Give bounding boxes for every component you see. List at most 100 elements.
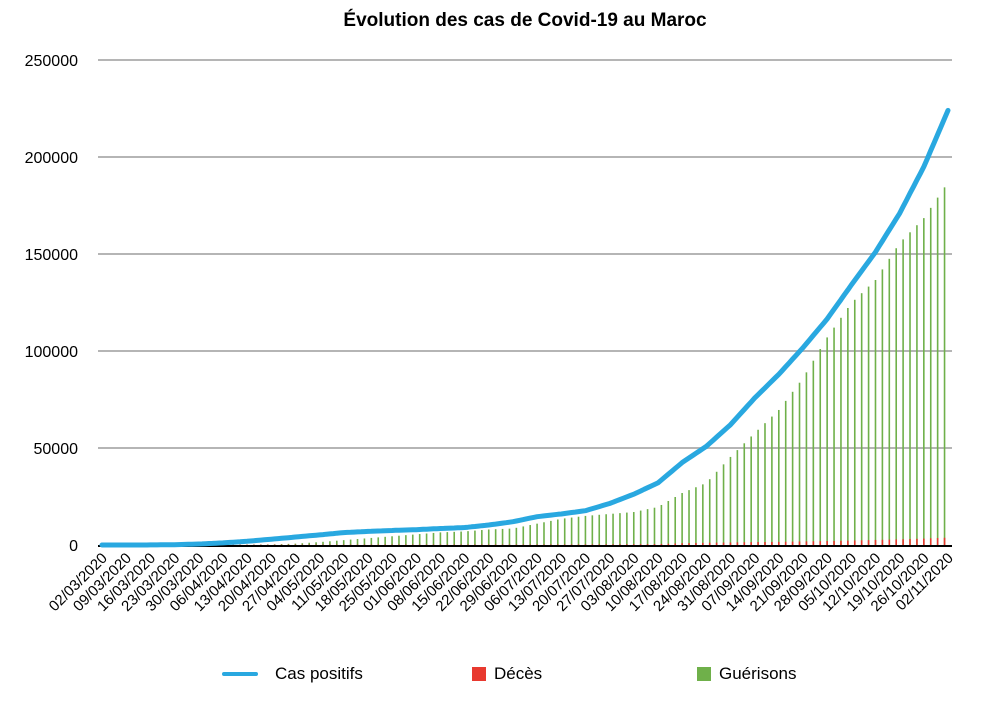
- bar-guerisons: [819, 349, 822, 545]
- bar-guerisons: [577, 516, 580, 545]
- bar-deces: [860, 540, 863, 545]
- bar-deces: [784, 541, 787, 545]
- bar-deces: [805, 541, 808, 545]
- bar-guerisons: [584, 515, 587, 545]
- bar-guerisons: [439, 532, 442, 545]
- bar-guerisons: [356, 539, 359, 545]
- bar-deces: [943, 537, 946, 545]
- y-tick-label: 100000: [25, 344, 78, 361]
- bar-guerisons: [315, 542, 317, 545]
- bar-guerisons: [529, 525, 531, 545]
- bar-guerisons: [446, 532, 449, 545]
- bar-guerisons: [743, 443, 746, 545]
- bar-guerisons: [398, 535, 400, 545]
- bar-guerisons: [294, 543, 297, 545]
- bar-deces: [653, 544, 656, 545]
- bar-guerisons: [411, 534, 414, 545]
- bar-deces: [874, 539, 877, 545]
- bar-deces: [715, 542, 718, 545]
- bar-guerisons: [784, 400, 787, 545]
- bar-deces: [702, 542, 704, 545]
- bar-guerisons: [778, 409, 780, 545]
- legend-item-cas-positifs: Cas positifs: [222, 664, 363, 684]
- bar-guerisons: [563, 518, 566, 545]
- bar-deces: [812, 541, 815, 545]
- bar-guerisons: [432, 532, 435, 545]
- bar-deces: [626, 544, 628, 545]
- bar-guerisons: [494, 529, 497, 545]
- bar-guerisons: [902, 239, 904, 545]
- legend-item-deces: Décès: [472, 664, 542, 684]
- bar-guerisons: [460, 531, 462, 545]
- bar-guerisons: [695, 487, 697, 545]
- y-tick-label: 200000: [25, 150, 78, 167]
- bar-deces: [902, 539, 904, 545]
- y-tick-label: 250000: [25, 53, 78, 70]
- bar-guerisons: [847, 307, 849, 545]
- bar-guerisons: [405, 535, 407, 545]
- y-tick-label: 150000: [25, 247, 78, 264]
- bar-guerisons: [646, 509, 649, 545]
- bar-guerisons: [626, 512, 628, 545]
- bar-deces: [936, 538, 939, 545]
- bar-deces: [605, 544, 607, 545]
- bar-deces: [695, 542, 697, 545]
- bar-guerisons: [660, 504, 663, 545]
- bar-guerisons: [943, 187, 946, 545]
- bar-guerisons: [550, 520, 552, 545]
- bar-guerisons: [508, 528, 511, 545]
- bar-deces: [791, 541, 794, 545]
- bar-guerisons: [923, 218, 925, 546]
- bar-guerisons: [936, 197, 939, 545]
- bar-guerisons: [729, 456, 732, 545]
- bar-guerisons: [329, 541, 331, 545]
- bar-guerisons: [322, 541, 324, 545]
- bar-deces: [681, 543, 683, 545]
- bar-guerisons: [336, 540, 338, 545]
- bar-guerisons: [764, 423, 766, 545]
- bar-guerisons: [280, 544, 283, 545]
- bar-guerisons: [874, 279, 877, 545]
- bar-guerisons: [688, 490, 690, 545]
- bar-guerisons: [377, 537, 380, 545]
- bar-guerisons: [481, 530, 483, 545]
- bar-guerisons: [895, 248, 898, 546]
- bar-guerisons: [798, 382, 801, 545]
- bar-deces: [646, 544, 649, 545]
- bar-guerisons: [929, 207, 932, 545]
- bar-guerisons: [487, 529, 490, 545]
- bar-guerisons: [591, 515, 594, 545]
- bar-guerisons: [708, 479, 711, 545]
- bar-guerisons: [467, 531, 469, 545]
- bar-guerisons: [301, 543, 304, 545]
- bar-deces: [660, 543, 663, 545]
- bar-guerisons: [812, 360, 815, 545]
- bar-deces: [923, 538, 925, 545]
- bar-guerisons: [342, 540, 345, 545]
- bar-deces: [612, 544, 614, 545]
- bar-guerisons: [453, 531, 456, 545]
- bar-deces: [563, 544, 566, 545]
- bar-deces: [847, 540, 849, 545]
- legend-label-guerisons: Guérisons: [719, 664, 797, 683]
- bar-deces: [853, 540, 856, 545]
- bar-guerisons: [805, 372, 808, 545]
- bar-guerisons: [916, 225, 918, 545]
- legend-swatch-deces: [472, 667, 486, 681]
- bar-deces: [632, 544, 635, 545]
- bar-deces: [764, 542, 766, 545]
- bar-deces: [826, 541, 828, 545]
- bar-guerisons: [501, 528, 504, 545]
- y-tick-label: 50000: [34, 441, 79, 458]
- bar-guerisons: [909, 232, 911, 545]
- bar-deces: [598, 544, 601, 545]
- bar-guerisons: [757, 429, 759, 545]
- bar-guerisons: [543, 522, 545, 545]
- bar-deces: [619, 544, 621, 545]
- bar-guerisons: [598, 514, 601, 545]
- bar-deces: [729, 542, 732, 545]
- bar-deces: [895, 539, 898, 545]
- bar-guerisons: [391, 536, 393, 545]
- bar-deces: [736, 542, 739, 545]
